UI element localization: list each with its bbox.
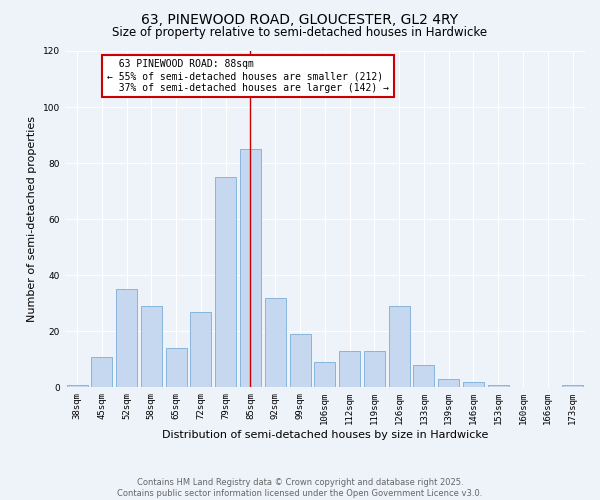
Bar: [364, 351, 385, 388]
X-axis label: Distribution of semi-detached houses by size in Hardwicke: Distribution of semi-detached houses by …: [161, 430, 488, 440]
Bar: [413, 365, 434, 388]
Bar: [463, 382, 484, 388]
Bar: [116, 289, 137, 388]
Text: 63 PINEWOOD ROAD: 88sqm
← 55% of semi-detached houses are smaller (212)
  37% of: 63 PINEWOOD ROAD: 88sqm ← 55% of semi-de…: [107, 60, 389, 92]
Text: 63, PINEWOOD ROAD, GLOUCESTER, GL2 4RY: 63, PINEWOOD ROAD, GLOUCESTER, GL2 4RY: [142, 12, 458, 26]
Bar: [215, 177, 236, 388]
Bar: [190, 312, 211, 388]
Bar: [389, 306, 410, 388]
Bar: [339, 351, 360, 388]
Text: Contains HM Land Registry data © Crown copyright and database right 2025.
Contai: Contains HM Land Registry data © Crown c…: [118, 478, 482, 498]
Bar: [67, 384, 88, 388]
Bar: [290, 334, 311, 388]
Bar: [562, 384, 583, 388]
Bar: [314, 362, 335, 388]
Bar: [438, 379, 459, 388]
Bar: [166, 348, 187, 388]
Y-axis label: Number of semi-detached properties: Number of semi-detached properties: [27, 116, 37, 322]
Text: Size of property relative to semi-detached houses in Hardwicke: Size of property relative to semi-detach…: [112, 26, 488, 39]
Bar: [265, 298, 286, 388]
Bar: [91, 356, 112, 388]
Bar: [488, 384, 509, 388]
Bar: [240, 149, 261, 388]
Bar: [141, 306, 162, 388]
